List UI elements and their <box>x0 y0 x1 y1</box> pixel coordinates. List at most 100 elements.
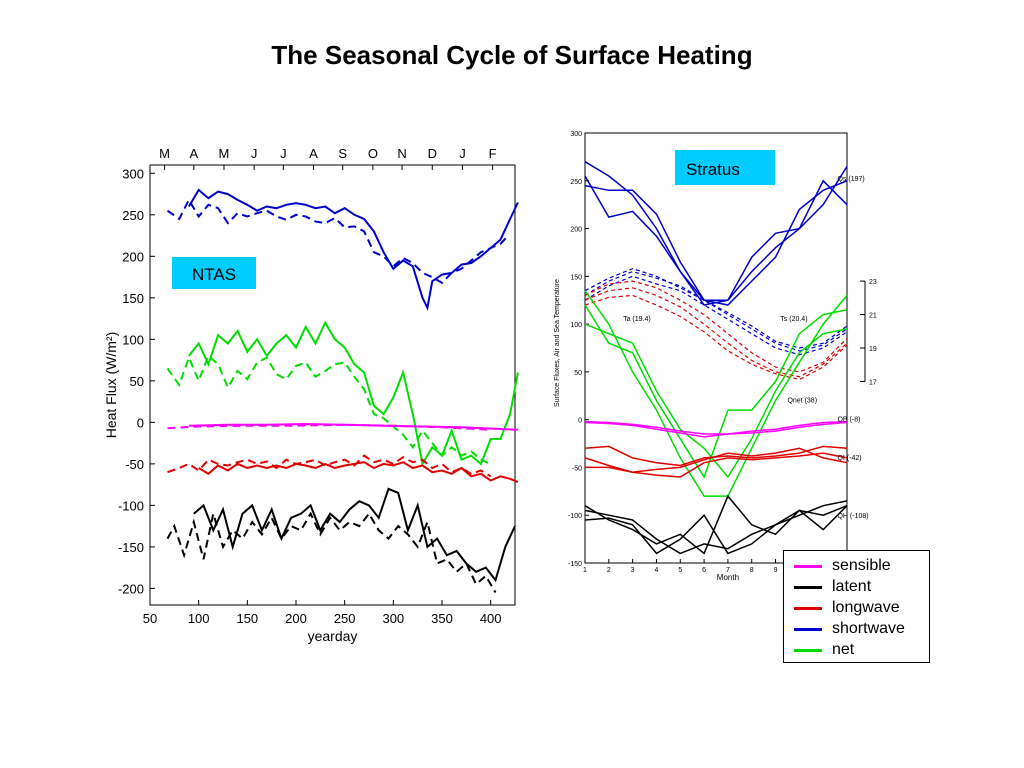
ntas-y-tick-label: 200 <box>122 249 144 264</box>
ntas-month-label: J <box>459 146 466 161</box>
legend: sensible latent longwave shortwave net <box>783 550 930 663</box>
legend-item-longwave: longwave <box>794 598 900 618</box>
ntas-month-label: A <box>189 146 198 161</box>
legend-swatch <box>794 648 822 652</box>
ntas-plot-frame <box>149 164 516 606</box>
stratus-label-text: Stratus <box>686 160 740 179</box>
ntas-series-longwave-solid <box>198 461 519 484</box>
ntas-series-net-solid <box>188 320 519 467</box>
stratus-right-tick-label: 21 <box>869 313 877 320</box>
stratus-y-tick-label: 250 <box>570 179 582 186</box>
stratus-y-tick-label: 300 <box>570 131 582 138</box>
stratus-series-latent-solid <box>584 494 848 555</box>
stratus-annotation: QI (-42) <box>837 455 861 462</box>
ntas-month-label: D <box>428 146 437 161</box>
legend-label: longwave <box>832 599 900 616</box>
ntas-series-shortwave-solid <box>188 188 519 311</box>
stratus-y-tick-label: 150 <box>570 274 582 281</box>
ntas-series-longwave-dashed <box>167 454 492 478</box>
stratus-x-tick-label: 8 <box>750 567 754 574</box>
stratus-chart: 1 2 3 4 5 6 7 8 9300250200150100500-50-100-150Mo… <box>554 131 877 582</box>
ntas-month-label: F <box>489 146 497 161</box>
legend-label: shortwave <box>832 620 905 637</box>
stratus-y-tick-label: 50 <box>574 370 582 377</box>
stratus-annotation: Qs (197) <box>837 176 864 183</box>
stratus-series-shortwave-dashed <box>584 268 848 349</box>
ntas-x-tick-label: 50 <box>143 611 157 626</box>
stratus-series-sensible-solid <box>584 421 848 438</box>
stratus-label-background <box>675 150 775 185</box>
ntas-month-label: S <box>338 146 347 161</box>
stratus-series-net-solid <box>584 323 848 479</box>
stratus-annotation: QB (-8) <box>837 417 860 424</box>
ntas-x-axis-label: yearday <box>308 628 358 644</box>
ntas-series-latent-solid <box>193 487 516 583</box>
ntas-y-tick-label: 250 <box>122 208 144 223</box>
ntas-x-tick-label: 250 <box>334 611 356 626</box>
stratus-series-shortwave-solid <box>584 180 848 306</box>
stratus-y-tick-label: -50 <box>572 465 582 472</box>
ntas-y-tick-label: -200 <box>118 581 144 596</box>
ntas-label-background <box>172 257 256 289</box>
stratus-y-tick-label: -100 <box>568 513 582 520</box>
stratus-annotation: Ts (20.4) <box>780 316 807 323</box>
stratus-right-tick-label: 23 <box>869 279 877 286</box>
ntas-month-label: N <box>397 146 406 161</box>
stratus-x-tick-label: 6 <box>702 567 706 574</box>
ntas-month-label: A <box>309 146 318 161</box>
stratus-x-axis-label: Month <box>717 573 739 582</box>
stratus-plot-frame <box>584 132 848 564</box>
stratus-x-tick-label: 5 <box>678 567 682 574</box>
ntas-series-sensible-solid <box>188 422 518 431</box>
stratus-y-axis-label: Surface Fluxes, Air and Sea Temperature <box>554 279 561 407</box>
ntas-series-latent-dashed <box>166 511 497 594</box>
stratus-series-shortwave-solid <box>584 161 848 301</box>
stratus-annotation: Qnet (38) <box>787 397 817 404</box>
ntas-x-tick-label: 300 <box>382 611 404 626</box>
legend-swatch <box>794 564 822 568</box>
stratus-series-sensible-solid <box>584 420 848 435</box>
ntas-y-tick-label: 100 <box>122 332 144 347</box>
ntas-label-text: NTAS <box>192 265 236 284</box>
ntas-y-tick-label: 150 <box>122 291 144 306</box>
legend-item-latent: latent <box>794 577 871 597</box>
legend-label: latent <box>832 578 872 595</box>
stratus-series-longwave-dashed <box>584 294 848 381</box>
legend-swatch <box>794 627 822 631</box>
legend-label: net <box>832 641 855 658</box>
stratus-series-latent-solid <box>584 505 848 555</box>
ntas-series-shortwave-dashed <box>166 197 509 285</box>
legend-item-sensible: sensible <box>794 556 891 576</box>
stratus-x-tick-label: 7 <box>726 567 730 574</box>
stratus-y-tick-label: 100 <box>570 322 582 329</box>
ntas-y-axis-label: Heat Flux (W/m²) <box>103 332 119 439</box>
ntas-x-tick-label: 400 <box>480 611 502 626</box>
stratus-x-tick-label: 2 <box>607 567 611 574</box>
ntas-y-tick-label: -50 <box>125 457 144 472</box>
stratus-y-tick-label: -150 <box>568 561 582 568</box>
stratus-series-shortwave-dashed <box>584 275 848 356</box>
legend-swatch <box>794 606 822 610</box>
ntas-month-label: O <box>368 146 378 161</box>
stratus-annotation: QH (-108) <box>837 513 868 520</box>
ntas-y-tick-label: 300 <box>122 166 144 181</box>
stratus-series-net-solid <box>584 304 848 479</box>
legend-item-shortwave: shortwave <box>794 619 905 639</box>
stratus-right-tick-label: 19 <box>869 346 877 353</box>
ntas-x-tick-label: 350 <box>431 611 453 626</box>
stratus-series-shortwave-dashed <box>584 270 848 352</box>
stratus-x-tick-label: 1 <box>583 567 587 574</box>
stratus-label-box: Stratus <box>675 150 775 185</box>
slide-title: The Seasonal Cycle of Surface Heating <box>271 40 753 70</box>
stratus-annotation: Ta (19.4) <box>623 316 651 323</box>
stratus-series-latent-solid <box>584 500 848 555</box>
stratus-series-net-solid <box>584 290 848 497</box>
stratus-right-tick-label: 17 <box>869 379 877 386</box>
stratus-x-tick-label: 9 <box>774 567 778 574</box>
legend-swatch <box>794 585 822 589</box>
ntas-chart: 50 100 150 200 250 300 350 400 300 250 200 150 100 50… <box>103 146 519 644</box>
ntas-month-label: M <box>219 146 230 161</box>
ntas-y-tick-label: -100 <box>118 498 144 513</box>
ntas-x-tick-label: 200 <box>285 611 307 626</box>
ntas-x-tick-label: 150 <box>236 611 258 626</box>
